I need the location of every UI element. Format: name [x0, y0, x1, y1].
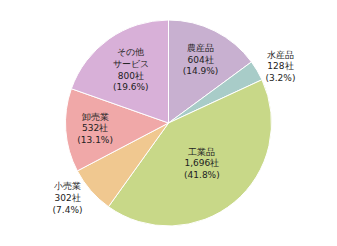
- svg-text:工業品1,696社(41.8%): 工業品1,696社(41.8%): [184, 147, 220, 180]
- svg-text:その他サービス800社(19.6%): その他サービス800社(19.6%): [113, 47, 149, 92]
- svg-text:小売業302社(7.4%): 小売業302社(7.4%): [53, 181, 83, 214]
- svg-text:水産品128社(3.2%): 水産品128社(3.2%): [266, 50, 296, 83]
- svg-text:卸売業532社(13.1%): 卸売業532社(13.1%): [77, 112, 113, 145]
- svg-text:農産品604社(14.9%): 農産品604社(14.9%): [183, 43, 219, 76]
